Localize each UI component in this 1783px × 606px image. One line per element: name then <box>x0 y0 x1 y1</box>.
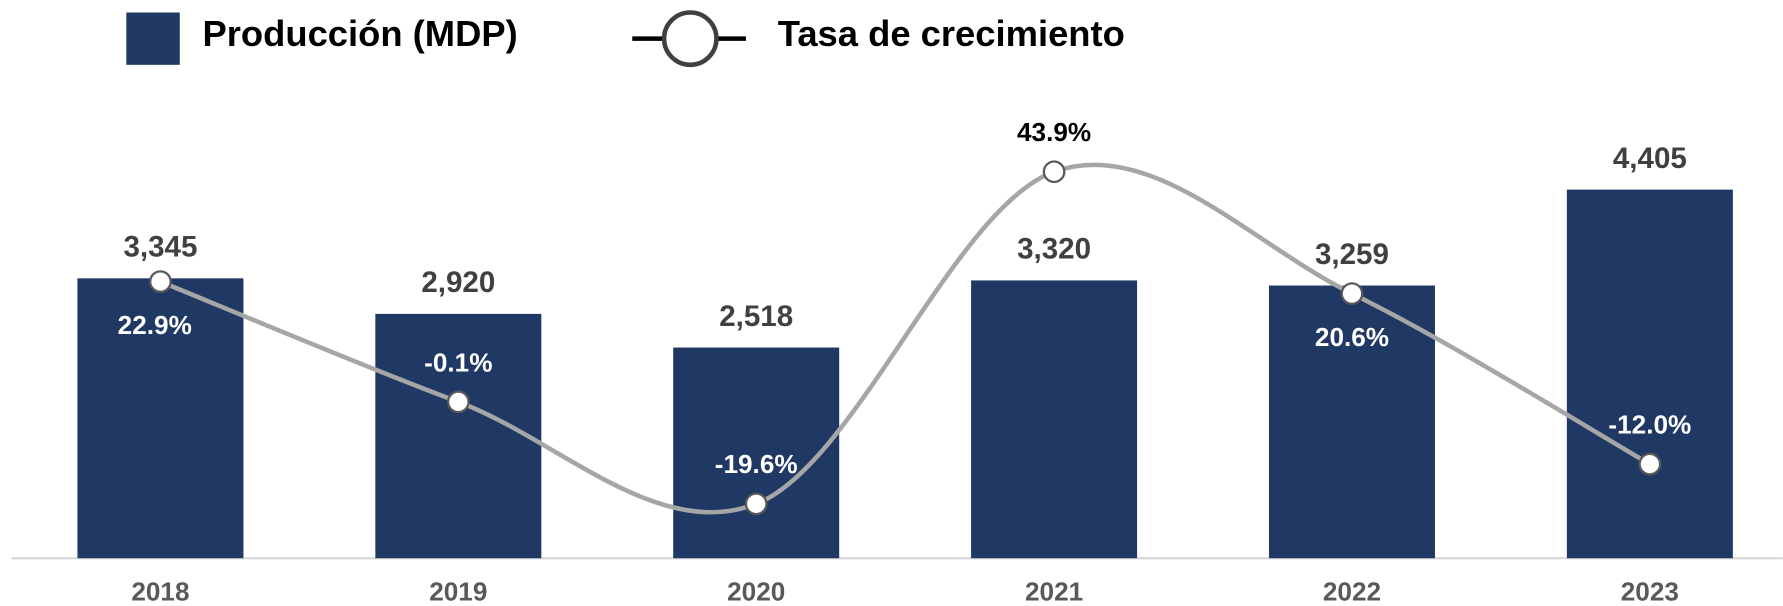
x-tick-label: 2019 <box>429 576 487 606</box>
bar-value-label: 2,920 <box>421 266 495 299</box>
bar <box>1566 189 1733 559</box>
line-marker <box>149 270 172 293</box>
x-tick-label: 2023 <box>1621 576 1679 606</box>
bar <box>673 347 840 559</box>
line-marker <box>744 492 768 516</box>
bar <box>77 278 244 559</box>
bar-value-label: 3,345 <box>123 231 197 264</box>
line-marker <box>1042 160 1066 184</box>
line-value-label: -12.0% <box>1608 409 1691 439</box>
bar <box>971 280 1138 559</box>
line <box>159 162 1651 515</box>
line-value-label: -19.6% <box>715 449 798 479</box>
line-value-label: 22.9% <box>118 310 192 340</box>
line-marker <box>1638 452 1662 476</box>
x-tick-label: 2018 <box>131 576 189 606</box>
bar <box>1268 285 1435 559</box>
bar-value-label: 3,320 <box>1017 233 1091 266</box>
legend-swatch <box>126 12 180 65</box>
line-marker <box>1340 282 1364 305</box>
x-tick-label: 2020 <box>727 576 785 606</box>
line-value-label: 43.9% <box>1017 117 1091 147</box>
x-tick-label: 2021 <box>1025 576 1083 606</box>
bar-value-label: 2,518 <box>719 300 793 333</box>
legend-marker <box>661 10 719 68</box>
line-marker <box>446 390 470 414</box>
bar-value-label: 3,259 <box>1315 238 1389 271</box>
line-value-label: 20.6% <box>1315 322 1389 352</box>
legend-label: Tasa de crecimiento <box>778 13 1125 54</box>
x-tick-label: 2022 <box>1323 576 1381 606</box>
bar <box>375 313 542 559</box>
legend-label: Producción (MDP) <box>203 13 518 54</box>
bar-value-label: 4,405 <box>1613 142 1687 175</box>
line-value-label: -0.1% <box>424 347 492 377</box>
